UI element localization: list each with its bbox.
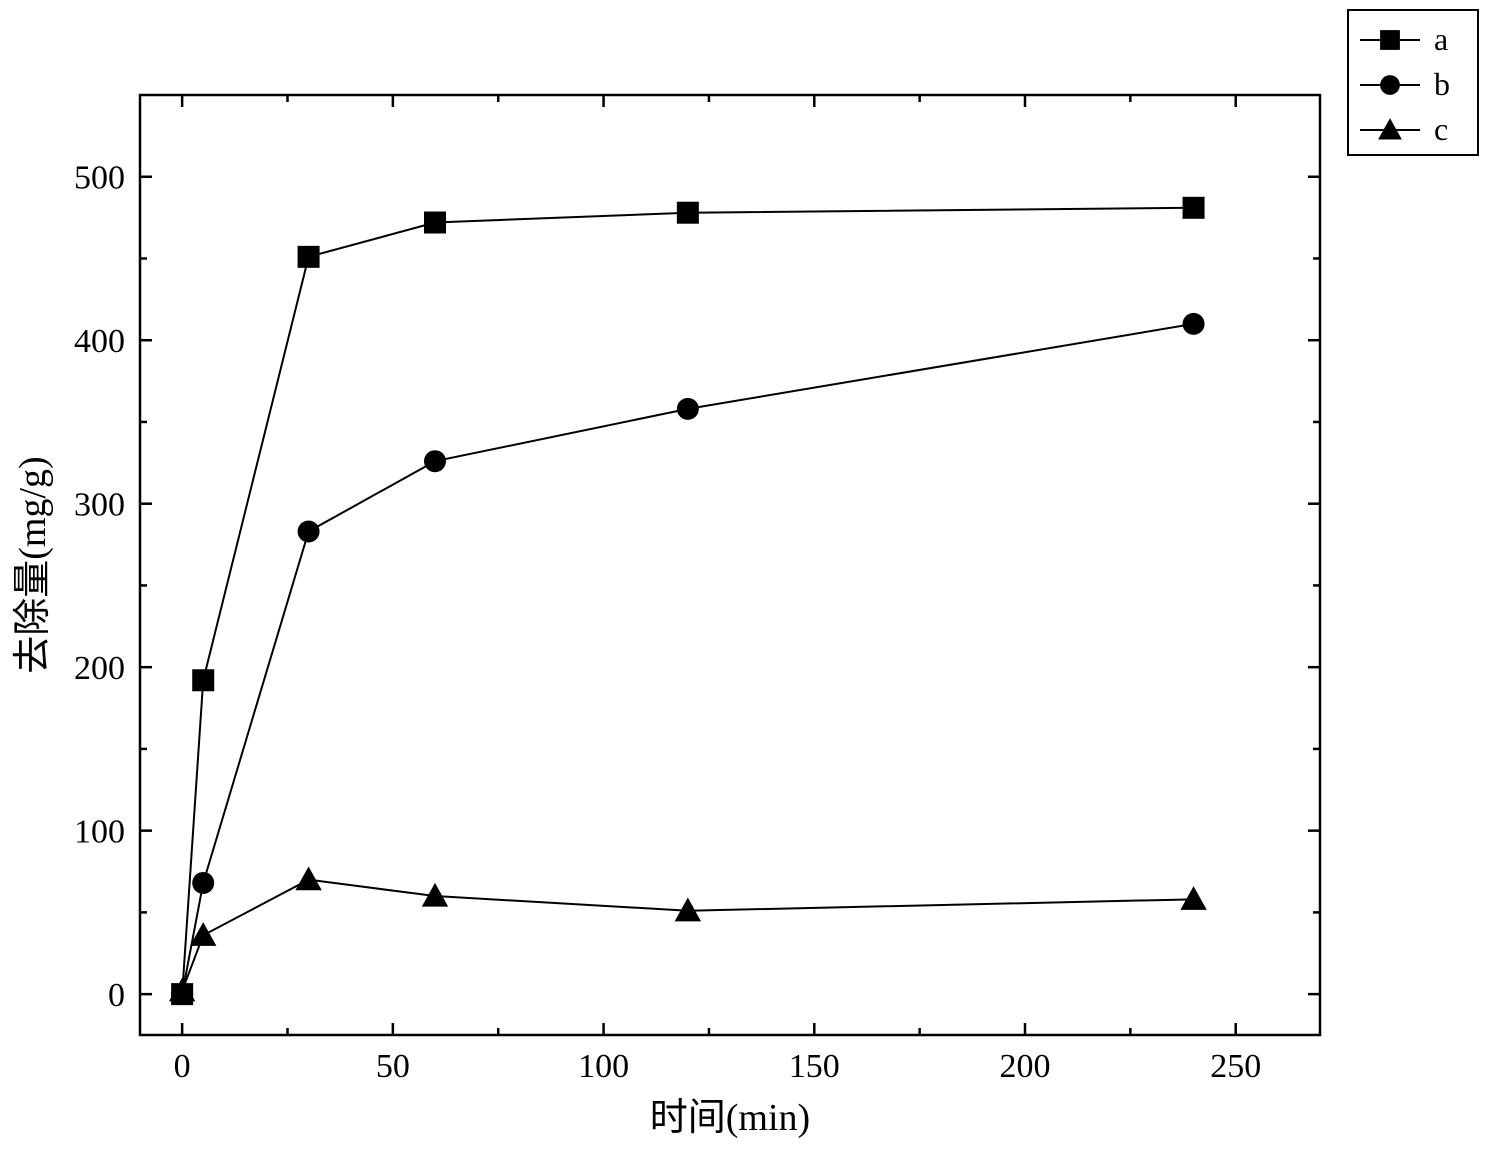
svg-text:100: 100 — [74, 814, 125, 851]
series-a — [171, 197, 1204, 1005]
legend: abc — [1348, 10, 1478, 155]
svg-text:c: c — [1434, 111, 1448, 147]
svg-text:400: 400 — [74, 323, 125, 360]
svg-text:150: 150 — [789, 1048, 840, 1085]
svg-text:a: a — [1434, 21, 1448, 57]
svg-text:300: 300 — [74, 487, 125, 524]
svg-text:500: 500 — [74, 160, 125, 197]
line-chart: 0 50 100 150 200 250 0 100 200 300 400 500 时间(min) 去除… — [0, 0, 1488, 1175]
svg-text:200: 200 — [1000, 1048, 1051, 1085]
svg-text:100: 100 — [578, 1048, 629, 1085]
series-c — [169, 866, 1207, 1001]
x-axis-label: 时间(min) — [650, 1097, 810, 1139]
svg-text:b: b — [1434, 66, 1450, 102]
svg-text:50: 50 — [376, 1048, 410, 1085]
y-axis-label: 去除量(mg/g) — [12, 456, 54, 673]
svg-text:250: 250 — [1210, 1048, 1261, 1085]
svg-text:200: 200 — [74, 650, 125, 687]
svg-text:0: 0 — [108, 977, 125, 1014]
chart-container: 0 50 100 150 200 250 0 100 200 300 400 500 时间(min) 去除… — [0, 0, 1488, 1175]
svg-text:0: 0 — [174, 1048, 191, 1085]
